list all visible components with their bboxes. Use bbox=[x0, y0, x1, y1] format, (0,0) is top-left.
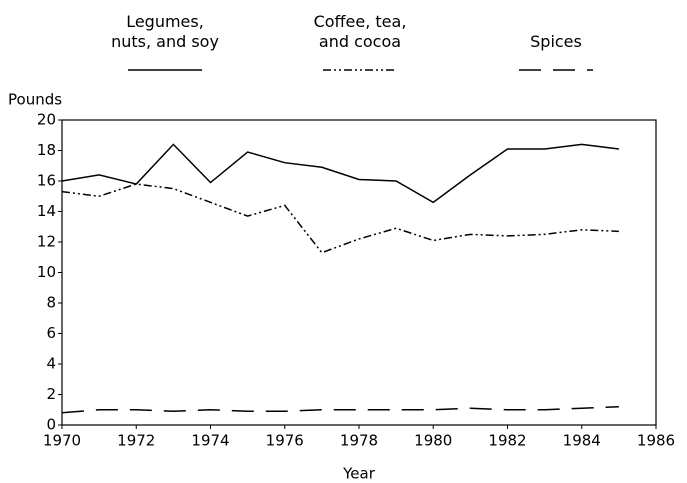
y-tick-label: 2 bbox=[46, 385, 56, 403]
y-tick-label: 12 bbox=[37, 233, 56, 251]
series-line bbox=[61, 183, 619, 254]
legend-label: Coffee, tea, and cocoa bbox=[313, 12, 407, 51]
legend-label: Spices bbox=[530, 32, 582, 51]
x-tick-label: 1986 bbox=[637, 432, 675, 450]
series-line bbox=[61, 143, 619, 204]
series-line bbox=[61, 405, 619, 414]
y-tick-label: 8 bbox=[46, 294, 56, 312]
x-tick-label: 1980 bbox=[414, 432, 452, 450]
x-tick-label: 1974 bbox=[191, 432, 229, 450]
x-tick-label: 1976 bbox=[266, 432, 304, 450]
plot-frame bbox=[61, 119, 657, 426]
x-tick-label: 1972 bbox=[117, 432, 155, 450]
x-tick-label: 1970 bbox=[43, 432, 81, 450]
y-tick-label: 10 bbox=[37, 263, 56, 281]
x-tick-label: 1978 bbox=[340, 432, 378, 450]
y-tick-label: 20 bbox=[37, 111, 56, 129]
y-tick-label: 0 bbox=[46, 416, 56, 434]
y-tick-label: 6 bbox=[46, 324, 56, 342]
x-tick-label: 1982 bbox=[488, 432, 526, 450]
y-tick-label: 16 bbox=[37, 172, 56, 190]
y-tick-label: 18 bbox=[37, 141, 56, 159]
y-tick-label: 4 bbox=[46, 355, 56, 373]
x-axis-label: Year bbox=[342, 465, 376, 483]
y-tick-label: 14 bbox=[37, 202, 56, 220]
y-axis-label: Pounds bbox=[8, 91, 62, 109]
legend-label: Legumes, nuts, and soy bbox=[111, 12, 219, 51]
x-tick-label: 1984 bbox=[563, 432, 601, 450]
